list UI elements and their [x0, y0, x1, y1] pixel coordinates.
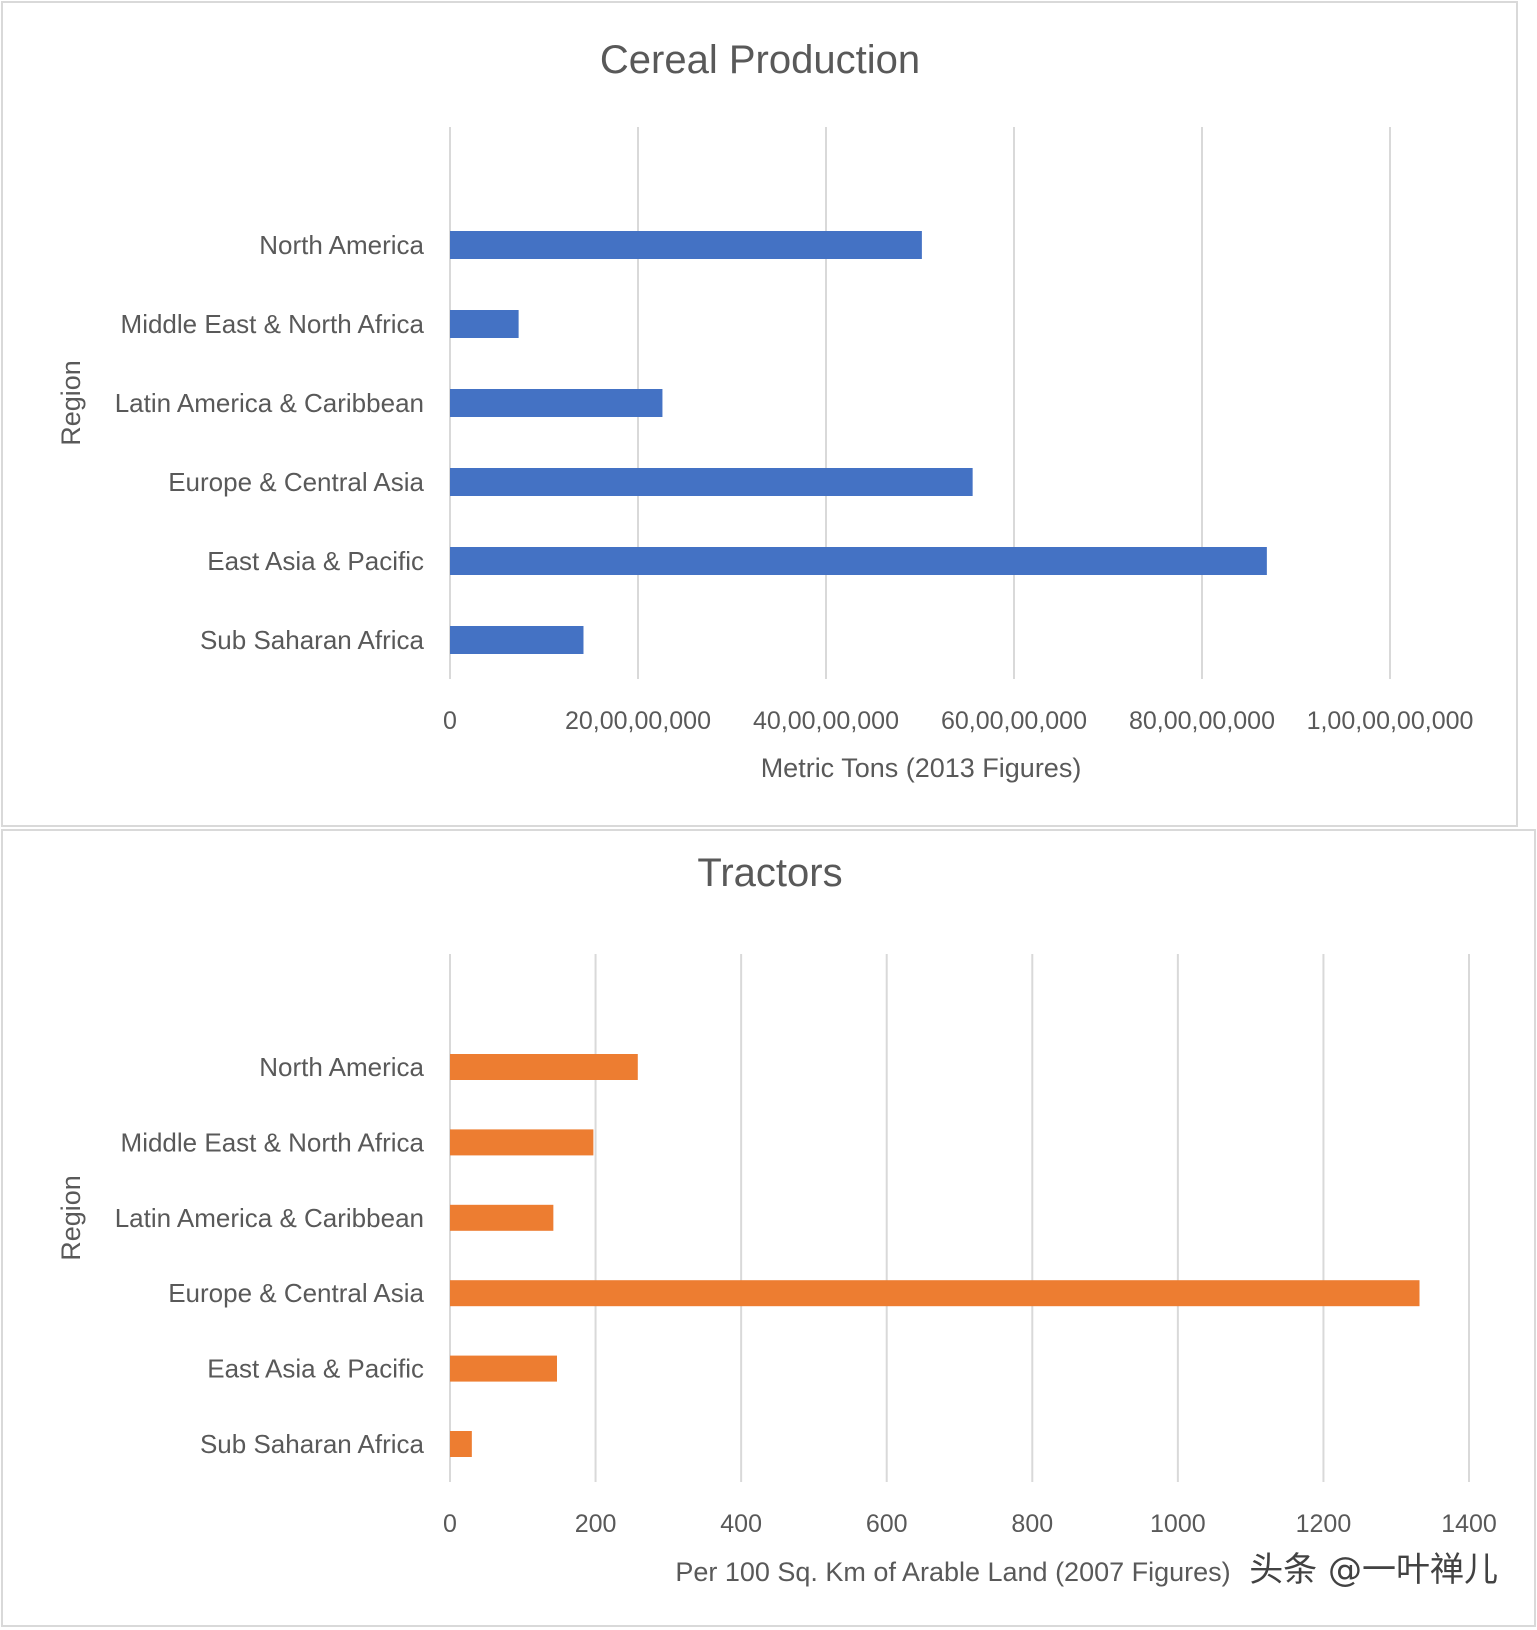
x-tick-label: 400 [720, 1510, 762, 1538]
x-tick-label: 1,00,00,00,000 [1307, 707, 1474, 735]
x-tick-label: 80,00,00,000 [1129, 707, 1275, 735]
bar [450, 1129, 594, 1156]
x-tick-label: 60,00,00,000 [941, 707, 1087, 735]
y-axis-title: Region [56, 360, 86, 446]
bar [450, 468, 973, 496]
x-tick-label: 1400 [1441, 1510, 1497, 1538]
x-tick-label: 0 [443, 707, 457, 735]
x-tick-label: 600 [866, 1510, 908, 1538]
x-tick-label: 200 [575, 1510, 617, 1538]
x-tick-label: 0 [443, 1510, 457, 1538]
tractors-chart-panel: Tractors Region Per 100 Sq. Km of Arable… [1, 829, 1536, 1627]
category-label: East Asia & Pacific [207, 546, 424, 576]
category-label: Europe & Central Asia [168, 1278, 424, 1308]
x-tick-label: 1000 [1150, 1510, 1206, 1538]
bar [450, 626, 584, 654]
bar [450, 1280, 1420, 1307]
x-axis-title: Metric Tons (2013 Figures) [761, 753, 1082, 783]
bar [450, 389, 663, 417]
y-axis-title: Region [56, 1175, 86, 1261]
category-label: Latin America & Caribbean [115, 1203, 424, 1233]
tractors-chart: Tractors Region Per 100 Sq. Km of Arable… [56, 851, 1497, 1587]
x-tick-label: 20,00,00,000 [565, 707, 711, 735]
cereal-production-chart-panel: Cereal Production Region Metric Tons (20… [1, 1, 1518, 827]
category-label: East Asia & Pacific [207, 1354, 424, 1384]
category-label: Sub Saharan Africa [200, 1429, 425, 1459]
category-label: Middle East & North Africa [121, 1127, 425, 1157]
x-axis-title: Per 100 Sq. Km of Arable Land (2007 Figu… [675, 1557, 1230, 1587]
bar [450, 231, 922, 259]
bar [450, 1054, 638, 1080]
watermark-text: 头条 @一叶禅儿 [1249, 1550, 1498, 1590]
bar [450, 310, 519, 338]
category-label: Europe & Central Asia [168, 467, 424, 497]
category-label: Latin America & Caribbean [115, 388, 424, 418]
bar [450, 1204, 554, 1231]
category-label: Sub Saharan Africa [200, 625, 425, 655]
category-label: North America [259, 1052, 424, 1082]
x-tick-label: 800 [1011, 1510, 1053, 1538]
chart-title: Cereal Production [600, 38, 920, 82]
x-tick-label: 1200 [1296, 1510, 1352, 1538]
x-tick-label: 40,00,00,000 [753, 707, 899, 735]
bar [450, 1355, 557, 1382]
category-label: North America [259, 230, 424, 260]
bar [450, 1431, 472, 1457]
category-label: Middle East & North Africa [121, 309, 425, 339]
chart-title: Tractors [697, 851, 842, 895]
cereal-production-chart: Cereal Production Region Metric Tons (20… [56, 38, 1474, 783]
bar [450, 547, 1267, 575]
